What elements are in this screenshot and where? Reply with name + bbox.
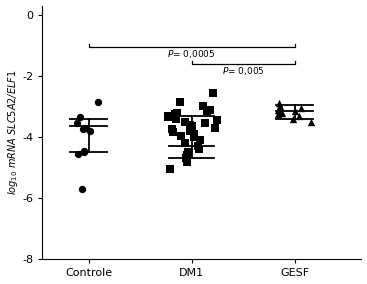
Point — [276, 101, 282, 106]
Point — [170, 130, 176, 135]
Point — [81, 150, 87, 155]
Point — [95, 100, 101, 104]
Point — [210, 90, 216, 95]
Point — [202, 121, 208, 126]
Point — [80, 127, 86, 132]
Point — [191, 135, 197, 139]
Point — [298, 106, 304, 110]
Point — [167, 167, 173, 172]
Point — [184, 159, 190, 164]
Point — [178, 133, 184, 138]
Point — [277, 104, 283, 109]
Point — [308, 120, 314, 124]
Point — [165, 115, 171, 120]
Point — [77, 115, 83, 120]
Point — [174, 110, 180, 115]
Point — [275, 107, 281, 112]
Point — [279, 110, 285, 115]
Point — [197, 138, 203, 142]
Point — [208, 107, 214, 112]
Y-axis label: log$_{10}$ mRNA $SLC5A2$/$ELF1$: log$_{10}$ mRNA $SLC5A2$/$ELF1$ — [6, 70, 19, 195]
Point — [177, 100, 182, 104]
Point — [204, 109, 210, 113]
Point — [275, 112, 281, 116]
Point — [87, 129, 92, 133]
Point — [79, 187, 85, 191]
Point — [169, 127, 175, 132]
Point — [81, 149, 87, 153]
Point — [212, 126, 218, 130]
Point — [173, 116, 179, 121]
Point — [172, 112, 178, 116]
Point — [200, 104, 206, 109]
Point — [290, 116, 295, 121]
Point — [187, 129, 193, 133]
Point — [185, 150, 190, 155]
Point — [292, 109, 298, 113]
Point — [189, 124, 195, 129]
Point — [191, 132, 197, 136]
Point — [196, 147, 202, 152]
Point — [297, 113, 302, 118]
Point — [195, 144, 201, 149]
Point — [182, 120, 188, 124]
Point — [74, 121, 80, 126]
Point — [188, 123, 193, 127]
Point — [76, 152, 81, 156]
Point — [183, 156, 189, 161]
Point — [182, 141, 188, 145]
Point — [184, 153, 190, 158]
Point — [166, 113, 171, 118]
Point — [214, 118, 220, 122]
Text: $P$= 0,005: $P$= 0,005 — [222, 65, 265, 77]
Text: $P$= 0,0005: $P$= 0,0005 — [167, 48, 216, 60]
Point — [82, 126, 88, 130]
